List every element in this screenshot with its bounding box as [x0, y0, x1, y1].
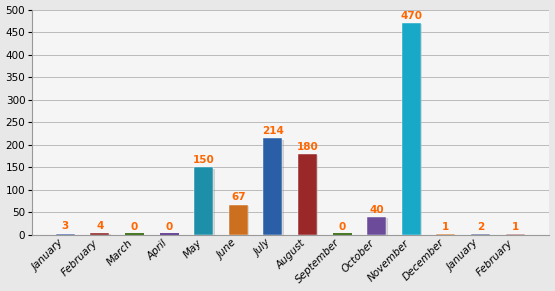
- Text: 1: 1: [511, 222, 519, 232]
- Bar: [159, 233, 179, 235]
- Bar: [230, 206, 249, 236]
- Bar: [229, 205, 248, 235]
- Bar: [299, 155, 319, 236]
- Bar: [402, 23, 421, 235]
- Text: 2: 2: [477, 222, 484, 232]
- Bar: [471, 234, 490, 235]
- Bar: [332, 233, 351, 235]
- Text: 0: 0: [165, 222, 173, 232]
- Text: 4: 4: [96, 221, 104, 231]
- Text: 180: 180: [296, 141, 319, 152]
- Text: 0: 0: [131, 222, 138, 232]
- Text: 40: 40: [369, 205, 384, 215]
- Text: 67: 67: [231, 192, 245, 203]
- Bar: [90, 233, 109, 235]
- Bar: [298, 154, 317, 235]
- Bar: [472, 235, 491, 236]
- Text: 214: 214: [262, 126, 284, 136]
- Bar: [125, 233, 144, 235]
- Bar: [263, 139, 282, 235]
- Text: 0: 0: [339, 222, 346, 232]
- Bar: [265, 140, 284, 236]
- Text: 1: 1: [442, 222, 450, 232]
- Bar: [194, 167, 213, 235]
- Bar: [367, 217, 386, 235]
- Bar: [195, 169, 215, 236]
- Bar: [57, 235, 76, 236]
- Bar: [403, 24, 422, 236]
- Text: 3: 3: [62, 221, 69, 231]
- Bar: [369, 218, 387, 236]
- Text: 150: 150: [193, 155, 215, 165]
- Bar: [92, 235, 111, 236]
- Bar: [56, 234, 75, 235]
- Text: 470: 470: [400, 11, 422, 21]
